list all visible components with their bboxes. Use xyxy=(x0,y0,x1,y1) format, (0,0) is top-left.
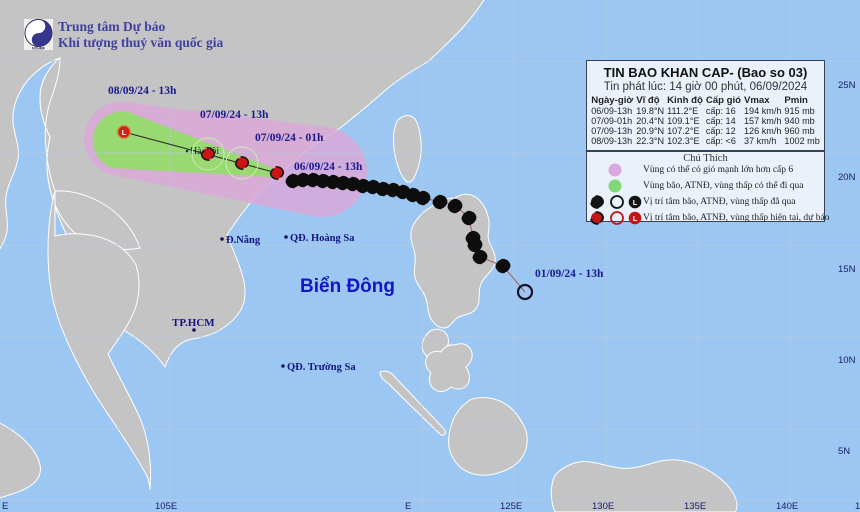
svg-text:L: L xyxy=(633,198,638,207)
svg-text:10N: 10N xyxy=(838,355,856,366)
svg-text:06/09/24 - 13h: 06/09/24 - 13h xyxy=(294,161,363,173)
svg-text:130E: 130E xyxy=(592,501,614,512)
svg-text:L: L xyxy=(633,214,638,223)
svg-text:07/09/24 - 01h: 07/09/24 - 01h xyxy=(255,132,324,144)
svg-text:Trung tâm Dự báo: Trung tâm Dự báo xyxy=(58,19,165,34)
svg-text:QĐ. Trường Sa: QĐ. Trường Sa xyxy=(287,362,356,373)
svg-text:140E: 140E xyxy=(776,501,798,512)
svg-text:E: E xyxy=(2,501,8,512)
svg-text:NCHMF: NCHMF xyxy=(32,47,46,51)
svg-text:125E: 125E xyxy=(500,501,522,512)
svg-text:QĐ. Hoàng Sa: QĐ. Hoàng Sa xyxy=(290,233,355,244)
svg-text:1: 1 xyxy=(855,501,860,512)
svg-text:Khí tượng thuỷ văn quốc gia: Khí tượng thuỷ văn quốc gia xyxy=(58,35,223,50)
svg-text:25N: 25N xyxy=(838,80,856,91)
svg-text:TP.HCM: TP.HCM xyxy=(172,317,215,329)
svg-text:135E: 135E xyxy=(684,501,706,512)
svg-text:08/09/24 - 13h: 08/09/24 - 13h xyxy=(108,85,177,97)
svg-text:01/09/24 - 13h: 01/09/24 - 13h xyxy=(535,268,604,280)
svg-text:Biển Đông: Biển Đông xyxy=(300,276,395,297)
svg-text:105E: 105E xyxy=(155,501,177,512)
svg-text:5N: 5N xyxy=(838,446,850,457)
svg-text:L: L xyxy=(122,128,127,137)
svg-text:07/09/24 - 13h: 07/09/24 - 13h xyxy=(200,109,269,121)
svg-text:20N: 20N xyxy=(838,172,856,183)
svg-text:Đ.Nẵng: Đ.Nẵng xyxy=(226,235,261,246)
svg-text:15N: 15N xyxy=(838,264,856,275)
svg-text:E: E xyxy=(405,501,411,512)
